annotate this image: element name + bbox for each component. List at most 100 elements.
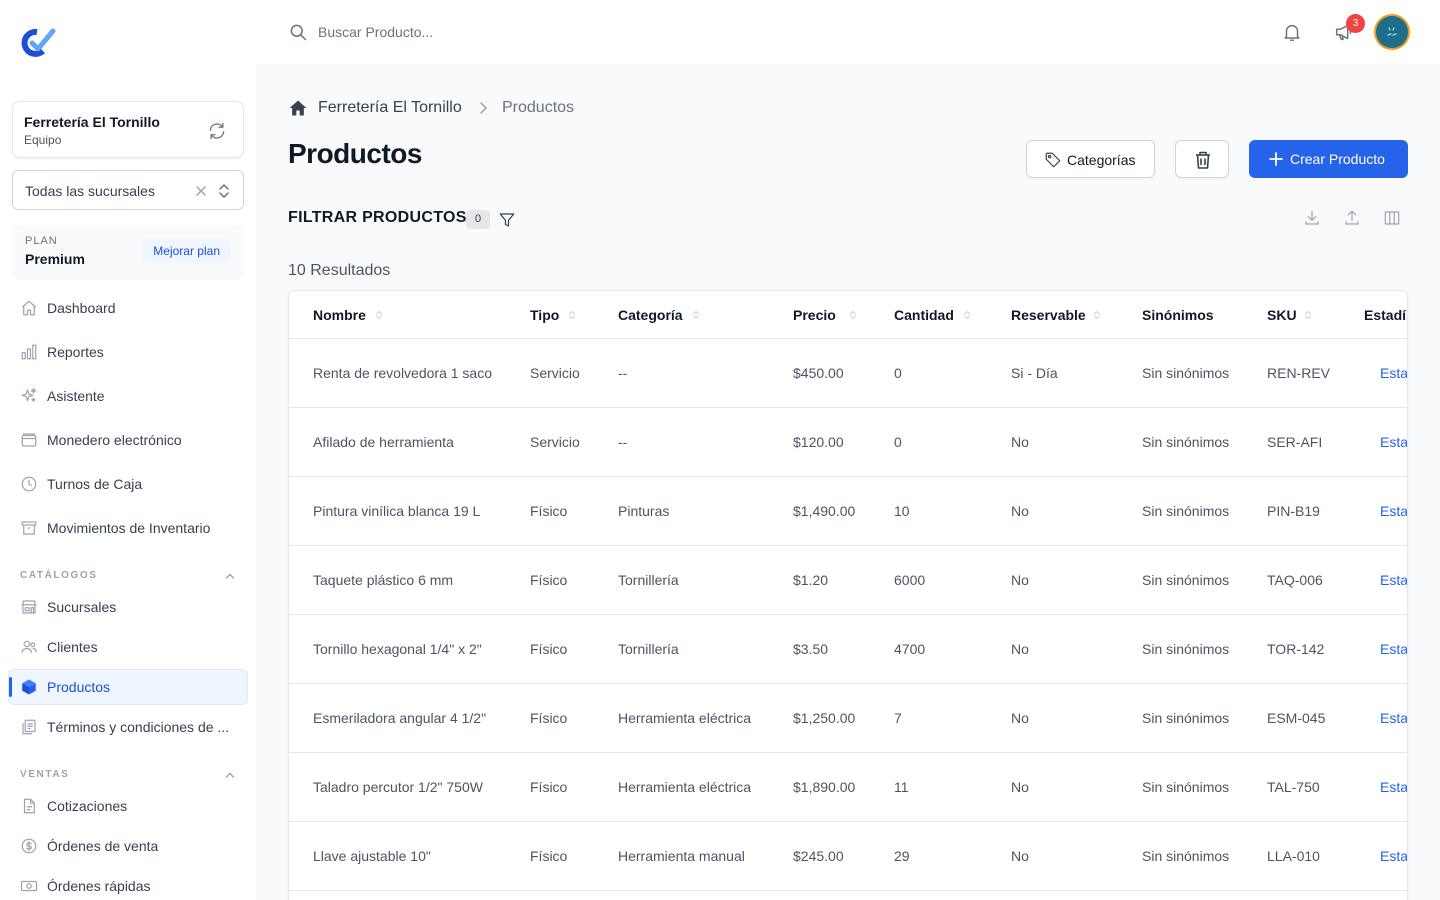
filter-count-badge: 0 — [466, 210, 490, 229]
plan-name: Premium — [25, 251, 85, 267]
table-cell: REN-REV — [1267, 365, 1331, 381]
chevron-right-icon — [477, 101, 489, 115]
categories-button-label: Categorías — [1067, 152, 1136, 168]
column-header[interactable]: Categoría — [618, 307, 683, 323]
sidebar-item-dashboard[interactable]: Dashboard — [8, 290, 248, 326]
stats-link[interactable]: Esta — [1380, 434, 1408, 450]
download-icon[interactable] — [1303, 209, 1321, 227]
home-icon[interactable] — [288, 98, 308, 118]
table-cell: 4700 — [894, 641, 926, 657]
active-indicator — [9, 677, 12, 697]
sidebar-item-label: Dashboard — [47, 300, 116, 316]
column-header[interactable]: Tipo — [530, 307, 560, 323]
sidebar-item-reportes[interactable]: Reportes — [8, 334, 248, 370]
create-product-button[interactable]: Crear Producto — [1249, 140, 1408, 178]
table-cell: $1.20 — [793, 572, 829, 588]
column-header[interactable]: Reservable — [1011, 307, 1086, 323]
table-row[interactable]: Afilado de herramienta Servicio -- $120.00 0… — [289, 408, 1407, 477]
sort-icon[interactable] — [568, 310, 576, 320]
funnel-icon[interactable] — [498, 211, 516, 229]
table-cell: No — [1011, 434, 1029, 450]
sort-icon[interactable] — [375, 310, 383, 320]
table-cell: Tornillería — [618, 641, 679, 657]
table-cell: PIN-B19 — [1267, 503, 1320, 519]
search-input[interactable] — [318, 17, 818, 47]
sidebar-item-terminos[interactable]: Términos y condiciones de ... — [8, 709, 248, 745]
sidebar-item-label: Reportes — [47, 344, 104, 360]
column-header[interactable]: Nombre — [313, 307, 366, 323]
sort-icon[interactable] — [692, 310, 700, 320]
table-cell: Sin sinónimos — [1142, 434, 1230, 450]
table-cell: No — [1011, 779, 1029, 795]
delete-button[interactable] — [1175, 140, 1229, 178]
table-row[interactable]: Taladro percutor 1/2" 750W Físico Herramie… — [289, 753, 1407, 822]
stats-link[interactable]: Esta — [1380, 710, 1408, 726]
app-logo[interactable] — [19, 27, 57, 59]
column-header[interactable]: Sinónimos — [1142, 307, 1214, 323]
bell-icon[interactable] — [1281, 21, 1303, 43]
stats-link[interactable]: Esta — [1380, 779, 1408, 795]
categories-button[interactable]: Categorías — [1026, 140, 1155, 178]
section-title-catalogos: CATÁLOGOS — [20, 570, 98, 581]
table-cell: LLA-010 — [1267, 848, 1320, 864]
chevron-up-icon[interactable] — [224, 570, 236, 582]
table-row[interactable]: Renta de revolvedora 1 saco Servicio -- $45… — [289, 339, 1407, 408]
sidebar-item-label: Productos — [47, 679, 111, 695]
stats-link[interactable]: Esta — [1380, 641, 1408, 657]
clear-icon[interactable] — [194, 184, 208, 198]
table-cell: Servicio — [530, 434, 580, 450]
sidebar-item-turnos[interactable]: Turnos de Caja — [8, 466, 248, 502]
avatar[interactable] — [1376, 16, 1408, 48]
sort-icon[interactable] — [963, 310, 971, 320]
stats-link[interactable]: Esta — [1380, 848, 1408, 864]
column-header[interactable]: Estadís — [1364, 307, 1407, 323]
sidebar-item-cotizaciones[interactable]: Cotizaciones — [8, 788, 248, 824]
sidebar-item-ordenes-venta[interactable]: Órdenes de venta — [8, 828, 248, 864]
sidebar-item-clientes[interactable]: Clientes — [8, 629, 248, 665]
archive-box-icon — [20, 519, 38, 537]
team-switcher[interactable]: Ferretería El Tornillo Equipo — [12, 101, 244, 158]
sidebar-item-monedero[interactable]: Monedero electrónico — [8, 422, 248, 458]
sidebar-item-ordenes-rapidas[interactable]: Órdenes rápidas — [8, 868, 248, 900]
upgrade-plan-button[interactable]: Mejorar plan — [143, 239, 230, 263]
table-cell: ESM-045 — [1267, 710, 1326, 726]
table-cell: $1,250.00 — [793, 710, 856, 726]
table-cell: Sin sinónimos — [1142, 365, 1230, 381]
table-row[interactable]: Taquete plástico 6 mm Físico Tornillería $1… — [289, 546, 1407, 615]
filter-title[interactable]: FILTRAR PRODUCTOS — [288, 209, 467, 226]
sidebar-item-asistente[interactable]: Asistente — [8, 378, 248, 414]
column-header[interactable]: Precio — [793, 307, 836, 323]
column-header[interactable]: SKU — [1267, 307, 1297, 323]
sidebar-item-movimientos[interactable]: Movimientos de Inventario — [8, 510, 248, 546]
upload-icon[interactable] — [1343, 209, 1361, 227]
stats-link[interactable]: Esta — [1380, 572, 1408, 588]
sort-icon[interactable] — [1304, 310, 1312, 320]
breadcrumb-home[interactable]: Ferretería El Tornillo — [318, 99, 462, 116]
table-cell: Pinturas — [618, 503, 670, 519]
table-cell: Físico — [530, 710, 568, 726]
sidebar-item-label: Clientes — [47, 639, 98, 655]
table-cell: No — [1011, 572, 1029, 588]
table-cell: Sin sinónimos — [1142, 710, 1230, 726]
table-row[interactable]: Esmeriladora angular 4 1/2" Físico Herrami… — [289, 684, 1407, 753]
sidebar-item-label: Sucursales — [47, 599, 117, 615]
sidebar-item-label: Asistente — [47, 388, 105, 404]
refresh-icon[interactable] — [207, 121, 227, 141]
table-row[interactable]: Pintura vinílica blanca 19 L Físico Pintur… — [289, 477, 1407, 546]
stats-link[interactable]: Esta — [1380, 503, 1408, 519]
sort-icon[interactable] — [849, 310, 857, 320]
chevron-up-icon[interactable] — [224, 769, 236, 781]
branch-select[interactable]: Todas las sucursales — [12, 170, 244, 210]
sidebar-item-productos[interactable]: Productos — [8, 669, 248, 705]
table-cell: Físico — [530, 503, 568, 519]
table-row[interactable]: Llave ajustable 10" Físico Herramienta man… — [289, 822, 1407, 891]
sort-icon[interactable] — [1093, 310, 1101, 320]
table-row[interactable]: Tornillo hexagonal 1/4" x 2" Físico Tornil… — [289, 615, 1407, 684]
table-cell: No — [1011, 641, 1029, 657]
table-cell: Sin sinónimos — [1142, 641, 1230, 657]
stats-link[interactable]: Esta — [1380, 365, 1408, 381]
column-header[interactable]: Cantidad — [894, 307, 954, 323]
sidebar-item-sucursales[interactable]: Sucursales — [8, 589, 248, 625]
wallet-icon — [20, 431, 38, 449]
columns-icon[interactable] — [1383, 209, 1401, 227]
